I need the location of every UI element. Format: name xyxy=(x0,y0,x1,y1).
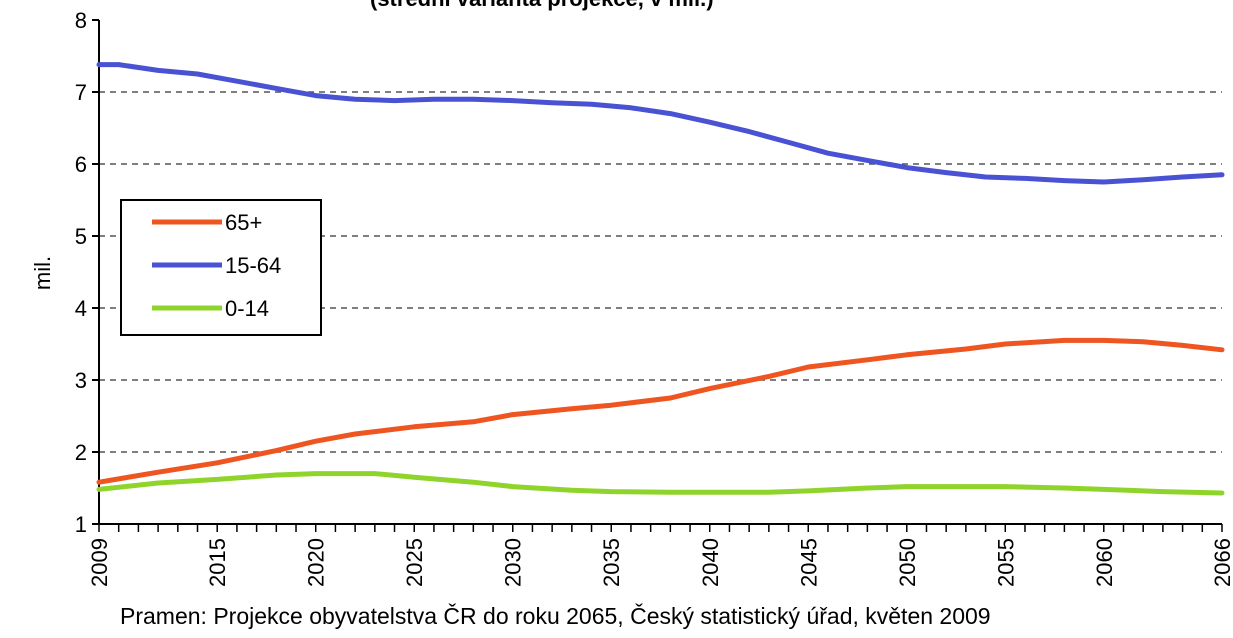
x-tick-label: 2035 xyxy=(599,538,624,587)
legend-label: 15-64 xyxy=(225,253,281,278)
source-note: Pramen: Projekce obyvatelstva ČR do roku… xyxy=(120,603,991,629)
x-tick-label: 2015 xyxy=(205,538,230,587)
x-tick-label: 2009 xyxy=(87,538,112,587)
chart-title-fragment: (střední varianta projekce, v mil.) xyxy=(370,0,714,12)
x-axis-ticks: 2009 2015 2020 2025 2030 2035 2040 2045 2050 2055… xyxy=(87,524,1233,587)
y-tick-label: 6 xyxy=(75,152,87,177)
x-tick-label: 2040 xyxy=(698,538,723,587)
series-line-15-64 xyxy=(96,62,1225,185)
legend-label: 0-14 xyxy=(225,296,269,321)
series-line-0-14 xyxy=(96,471,1225,496)
x-tick-label: 2045 xyxy=(796,538,821,587)
y-axis-ticks: 1 2 3 4 5 6 7 8 xyxy=(75,8,99,537)
y-tick-label: 5 xyxy=(75,224,87,249)
axes xyxy=(98,20,1222,525)
y-tick-label: 3 xyxy=(75,368,87,393)
legend: 65+ 15-64 0-14 xyxy=(120,199,322,336)
y-tick-label: 7 xyxy=(75,80,87,105)
series-line-65+ xyxy=(96,337,1225,485)
x-tick-label: 2055 xyxy=(993,538,1018,587)
chart: 1 2 3 4 5 6 7 8 2009 2015 2020 2025 2030 2035 2040 204… xyxy=(30,8,1233,587)
y-tick-label: 8 xyxy=(75,8,87,33)
y-tick-label: 4 xyxy=(75,296,87,321)
y-axis-label: mil. xyxy=(30,256,55,290)
x-tick-label: 2030 xyxy=(501,538,526,587)
x-tick-label: 2060 xyxy=(1092,538,1117,587)
x-tick-label: 2025 xyxy=(402,538,427,587)
legend-label: 65+ xyxy=(225,210,262,235)
x-tick-label: 2066 xyxy=(1210,538,1233,587)
y-tick-label: 1 xyxy=(75,512,87,537)
x-tick-label: 2020 xyxy=(304,538,329,587)
x-tick-label: 2050 xyxy=(895,538,920,587)
series-lines xyxy=(96,62,1225,496)
y-tick-label: 2 xyxy=(75,440,87,465)
